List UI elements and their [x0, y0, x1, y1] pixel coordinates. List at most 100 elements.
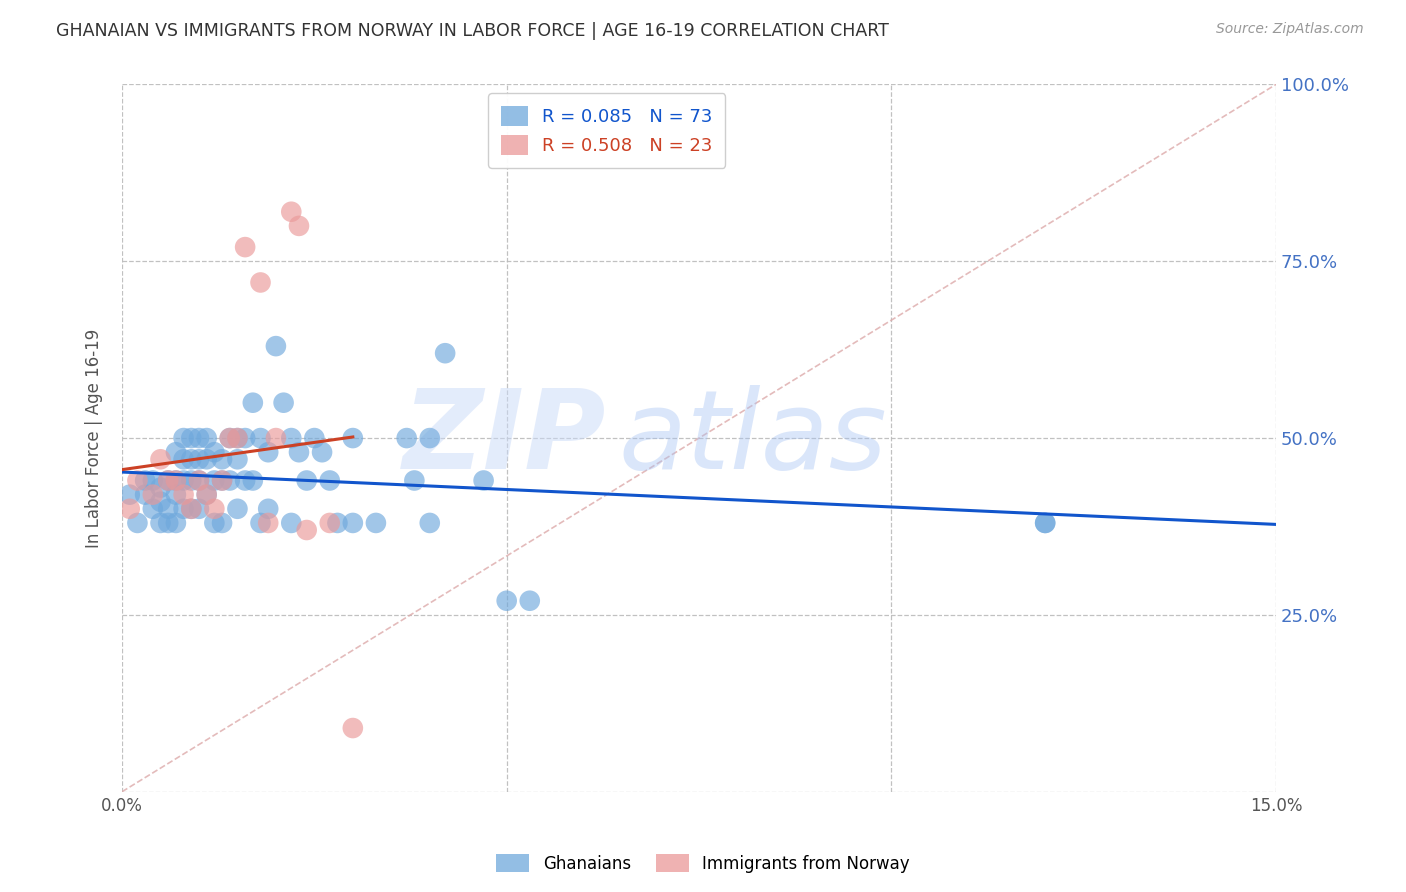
Point: [149, 452, 172, 467]
Point: [304, 431, 326, 445]
Point: [142, 474, 165, 488]
Point: [202, 474, 225, 488]
Text: Source: ZipAtlas.com: Source: ZipAtlas.com: [1216, 22, 1364, 37]
Point: [211, 474, 233, 488]
Point: [404, 474, 426, 488]
Point: [264, 339, 287, 353]
Point: [264, 431, 287, 445]
Point: [472, 474, 495, 488]
Point: [280, 431, 302, 445]
Point: [142, 488, 165, 502]
Point: [311, 445, 333, 459]
Point: [218, 431, 240, 445]
Point: [280, 204, 302, 219]
Point: [495, 593, 517, 607]
Point: [249, 516, 271, 530]
Point: [295, 523, 318, 537]
Point: [211, 516, 233, 530]
Point: [1033, 516, 1056, 530]
Point: [180, 501, 202, 516]
Point: [118, 488, 141, 502]
Point: [202, 501, 225, 516]
Point: [342, 721, 364, 735]
Point: [173, 452, 195, 467]
Point: [149, 516, 172, 530]
Point: [173, 474, 195, 488]
Point: [211, 452, 233, 467]
Point: [233, 431, 256, 445]
Point: [202, 445, 225, 459]
Point: [188, 501, 211, 516]
Point: [249, 276, 271, 290]
Point: [188, 474, 211, 488]
Point: [288, 445, 311, 459]
Point: [280, 516, 302, 530]
Point: [157, 516, 180, 530]
Point: [173, 431, 195, 445]
Y-axis label: In Labor Force | Age 16-19: In Labor Force | Age 16-19: [86, 328, 103, 548]
Point: [165, 445, 187, 459]
Point: [342, 431, 364, 445]
Point: [165, 488, 187, 502]
Point: [127, 474, 149, 488]
Point: [233, 474, 256, 488]
Point: [319, 474, 342, 488]
Point: [195, 431, 218, 445]
Point: [273, 395, 295, 409]
Point: [242, 395, 264, 409]
Point: [180, 431, 202, 445]
Point: [257, 501, 280, 516]
Point: [157, 501, 180, 516]
Point: [1033, 516, 1056, 530]
Point: [127, 516, 149, 530]
Point: [226, 431, 249, 445]
Point: [165, 516, 187, 530]
Point: [188, 452, 211, 467]
Point: [118, 501, 141, 516]
Point: [218, 431, 240, 445]
Point: [180, 501, 202, 516]
Point: [257, 516, 280, 530]
Point: [226, 452, 249, 467]
Point: [519, 593, 541, 607]
Point: [157, 474, 180, 488]
Point: [157, 474, 180, 488]
Point: [211, 474, 233, 488]
Point: [134, 474, 156, 488]
Point: [226, 431, 249, 445]
Point: [257, 445, 280, 459]
Point: [149, 494, 172, 508]
Legend: Ghanaians, Immigrants from Norway: Ghanaians, Immigrants from Norway: [489, 847, 917, 880]
Point: [319, 516, 342, 530]
Text: GHANAIAN VS IMMIGRANTS FROM NORWAY IN LABOR FORCE | AGE 16-19 CORRELATION CHART: GHANAIAN VS IMMIGRANTS FROM NORWAY IN LA…: [56, 22, 889, 40]
Point: [419, 516, 441, 530]
Point: [180, 474, 202, 488]
Point: [195, 452, 218, 467]
Point: [142, 501, 165, 516]
Point: [202, 516, 225, 530]
Point: [233, 240, 256, 254]
Point: [134, 488, 156, 502]
Point: [165, 474, 187, 488]
Legend: R = 0.085   N = 73, R = 0.508   N = 23: R = 0.085 N = 73, R = 0.508 N = 23: [488, 94, 725, 168]
Point: [173, 488, 195, 502]
Text: ZIP: ZIP: [404, 384, 607, 491]
Point: [149, 481, 172, 495]
Point: [218, 474, 240, 488]
Point: [188, 474, 211, 488]
Point: [195, 488, 218, 502]
Point: [419, 431, 441, 445]
Text: atlas: atlas: [619, 384, 887, 491]
Point: [395, 431, 418, 445]
Point: [242, 474, 264, 488]
Point: [342, 516, 364, 530]
Point: [188, 431, 211, 445]
Point: [326, 516, 349, 530]
Point: [195, 488, 218, 502]
Point: [173, 501, 195, 516]
Point: [165, 474, 187, 488]
Point: [249, 431, 271, 445]
Point: [226, 501, 249, 516]
Point: [180, 452, 202, 467]
Point: [295, 474, 318, 488]
